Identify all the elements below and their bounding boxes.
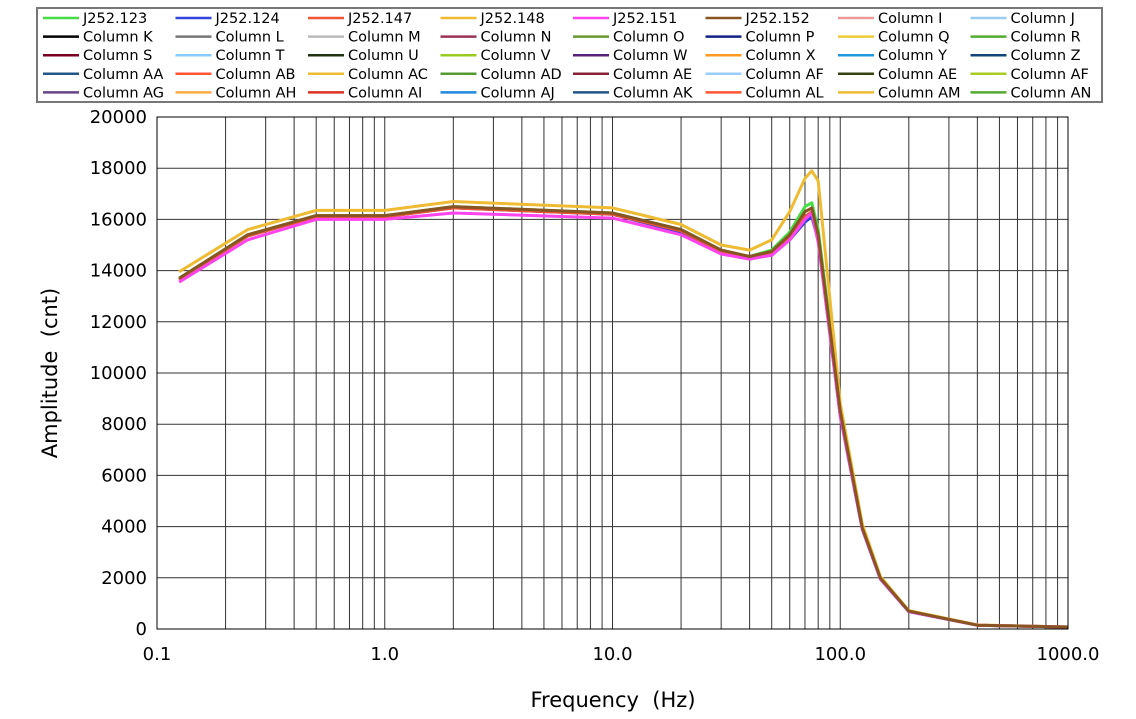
legend-label: Column AE	[878, 67, 957, 83]
legend-label: Column W	[613, 48, 687, 64]
y-tick-label: 6000	[101, 465, 147, 486]
y-tick-label: 10000	[90, 363, 147, 384]
legend-label: Column J	[1011, 11, 1075, 27]
legend-label: Column AH	[216, 85, 297, 101]
y-tick-label: 20000	[90, 107, 147, 128]
legend-label: Column AI	[348, 85, 422, 101]
x-tick-label: 1.0	[370, 644, 399, 665]
legend-label: Column AD	[481, 67, 562, 83]
tick-labels: 0.1 1.0 10.0 100.0 1000.0 0 2000 4000 6000 8000 10…	[90, 107, 1100, 665]
legend-label: Column AB	[216, 67, 296, 83]
legend-label: Column V	[481, 48, 551, 64]
x-tick-label: 100.0	[814, 644, 866, 665]
legend-label: Column U	[348, 48, 419, 64]
y-tick-label: 14000	[90, 261, 147, 282]
legend-label: Column I	[878, 11, 942, 27]
y-tick-label: 4000	[101, 517, 147, 538]
legend-label: Column AC	[348, 67, 428, 83]
x-axis-label: Frequency (Hz)	[530, 688, 695, 712]
legend: J252.123 J252.124 J252.147 J252.148 J252.151…	[36, 7, 1103, 103]
legend-label: J252.124	[215, 11, 280, 27]
legend-label: Column AN	[1011, 85, 1092, 101]
legend-label: Column P	[746, 30, 815, 46]
legend-label: Column AJ	[481, 85, 555, 101]
legend-label: J252.151	[612, 11, 677, 27]
series-line-J252-151	[178, 211, 1069, 629]
legend-label: Column AF	[1011, 67, 1089, 83]
y-tick-label: 2000	[101, 568, 147, 589]
legend-label: Column AG	[83, 85, 164, 101]
legend-label: Column N	[481, 30, 552, 46]
legend-label: Column X	[746, 48, 816, 64]
legend-label: Column K	[83, 30, 153, 46]
y-tick-label: 18000	[90, 158, 147, 179]
legend-label: Column Q	[878, 30, 950, 46]
legend-label: Column AE	[613, 67, 692, 83]
legend-label: Column S	[83, 48, 152, 64]
legend-label: Column Y	[878, 48, 947, 64]
legend-label: J252.123	[82, 11, 147, 27]
y-tick-label: 8000	[101, 414, 147, 435]
x-tick-label: 1000.0	[1037, 644, 1100, 665]
legend-label: Column AA	[83, 67, 163, 83]
legend-label: Column AM	[878, 85, 961, 101]
series-line-J252-148	[178, 169, 1069, 629]
y-tick-label: 16000	[90, 209, 147, 230]
y-axis-label: Amplitude (cnt)	[38, 288, 62, 458]
legend-label: J252.152	[745, 11, 810, 27]
legend-label: Column AL	[746, 85, 824, 101]
legend-label: J252.147	[347, 11, 412, 27]
legend-label: Column AF	[746, 67, 824, 83]
x-tick-label: 0.1	[143, 644, 172, 665]
legend-label: Column R	[1011, 30, 1081, 46]
legend-label: Column Z	[1011, 48, 1081, 64]
legend-label: Column T	[216, 48, 285, 64]
y-tick-label: 0	[136, 619, 147, 640]
series-line-J252-152	[178, 205, 1069, 629]
x-tick-label: 10.0	[592, 644, 632, 665]
series-line-J252-123	[178, 201, 1069, 629]
grid	[157, 117, 1068, 629]
plot-frame	[156, 116, 1069, 630]
legend-label: Column L	[216, 30, 284, 46]
legend-label: Column M	[348, 30, 421, 46]
legend-label: J252.148	[480, 11, 545, 27]
legend-label: Column AK	[613, 85, 693, 101]
series-lines	[178, 169, 1069, 629]
legend-label: Column O	[613, 30, 685, 46]
y-tick-label: 12000	[90, 312, 147, 333]
